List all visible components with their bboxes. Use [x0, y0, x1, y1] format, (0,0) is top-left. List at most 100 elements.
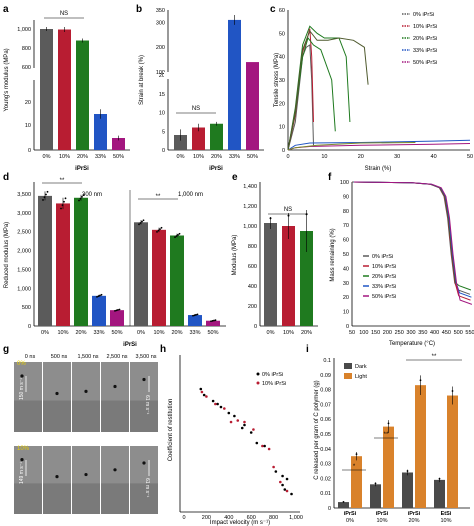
y-tick-label: 2,000	[17, 249, 31, 255]
data-point	[115, 309, 118, 312]
particle	[55, 391, 59, 396]
data-point	[193, 314, 196, 317]
bar	[152, 229, 166, 326]
legend-marker	[256, 372, 260, 376]
x-tick-label: 0%	[41, 330, 49, 336]
g-scale-label: 50 μm	[8, 398, 14, 412]
chart-i-ylabel: C released per gram of C polymer (g)	[314, 380, 320, 479]
y-tick-label: 50	[279, 31, 285, 37]
x-tick-label: iPrSi	[376, 511, 389, 517]
chart-a-ytick: 0	[28, 148, 31, 154]
y-tick-label: 90	[343, 194, 349, 200]
y-tick-label: 800	[248, 244, 257, 250]
data-point	[195, 313, 197, 316]
x-tick-label: 10%	[153, 330, 164, 336]
legend-label: 10% iPrSi	[372, 264, 396, 270]
x-tick-label: 10%	[59, 154, 70, 160]
x-tick-label: 10%	[283, 330, 294, 336]
y-tick-label: 1,200	[243, 204, 257, 210]
chart-a: Young's modulus (MPa) 1,000 800 600 20 1…	[4, 11, 132, 172]
x-tick-label: 33%	[93, 330, 104, 336]
chart-d-group-label: 300 nm	[82, 192, 102, 198]
g-row1-vin: 150 m s⁻¹	[19, 378, 25, 400]
data-point	[214, 319, 217, 322]
data-point	[272, 465, 275, 469]
bar	[415, 385, 426, 508]
data-point	[214, 402, 217, 406]
y-tick-label: 10	[343, 310, 349, 316]
y-tick-label: 0	[254, 324, 257, 330]
x-tick-label: 200	[383, 330, 392, 336]
substrate	[43, 400, 71, 432]
substrate	[72, 483, 100, 514]
data-point	[406, 470, 409, 472]
y-tick-label: 0.05	[320, 432, 331, 438]
data-point	[117, 309, 119, 311]
data-point	[63, 200, 65, 203]
legend-label: 0% iPrSi	[413, 12, 434, 18]
x-tick-label: 33%	[189, 330, 200, 336]
time-label: 1,500 ns	[77, 354, 98, 360]
bar	[192, 127, 205, 150]
data-point	[229, 420, 233, 424]
y-tick-label: 30	[279, 78, 285, 84]
data-point	[160, 226, 163, 229]
data-point	[236, 419, 240, 422]
bar	[174, 135, 187, 150]
y-tick-label: 1,000	[243, 224, 257, 230]
y-tick-label: 0	[162, 148, 165, 154]
y-tick-label: 30	[343, 281, 349, 287]
axis-break	[164, 72, 266, 79]
g-row1-label: 0%	[17, 361, 26, 367]
x-tick-label: 40	[431, 154, 437, 160]
data-point	[219, 405, 223, 409]
x-tick-label: 10%	[440, 518, 451, 524]
time-label: 500 ns	[51, 354, 68, 360]
bar	[58, 29, 71, 150]
legend-label: 50% iPrSi	[372, 294, 396, 300]
substrate	[101, 483, 129, 514]
series-line	[352, 181, 471, 301]
data-point	[387, 422, 390, 425]
data-point	[438, 477, 441, 480]
x-tick-label: 550	[465, 330, 474, 336]
chart-f-xlabel: Temperature (°C)	[389, 341, 435, 347]
data-point	[141, 220, 143, 223]
legend-label: Dark	[355, 364, 367, 370]
y-tick-label: 5	[162, 129, 165, 135]
particle	[20, 374, 24, 378]
y-tick-label: 0.06	[320, 417, 331, 423]
x-tick-label: 300	[406, 330, 415, 336]
particle	[20, 458, 24, 462]
substrate	[130, 483, 158, 514]
data-point	[274, 470, 278, 473]
panel-label-i: i	[306, 344, 309, 355]
series-line	[287, 29, 369, 151]
x-tick-label: 20%	[77, 154, 88, 160]
legend-label: 10% iPrSi	[413, 24, 437, 30]
particle	[142, 377, 146, 382]
data-point	[118, 308, 121, 311]
data-point	[223, 407, 226, 410]
bar	[170, 235, 184, 326]
panel-label-c: c	[270, 4, 276, 15]
legend-marker	[256, 381, 260, 385]
chart-a-ytick: 10	[25, 123, 31, 129]
chart-h-xlabel: Impact velocity (m s⁻¹)	[210, 520, 270, 526]
chart-e-ylabel: Modulus (MPa)	[232, 235, 238, 276]
y-tick-label: 0.01	[320, 491, 331, 497]
y-tick-label: 10	[279, 125, 285, 131]
particle	[84, 472, 88, 477]
data-point	[355, 453, 358, 456]
chart-c-xlabel: Strain (%)	[365, 166, 392, 172]
chart-c: Tensile stress (MPa) 0 10 20 30 40 50 0 10 20 30 4…	[274, 8, 473, 172]
data-point	[99, 294, 101, 297]
data-point	[279, 480, 282, 484]
data-point	[42, 199, 44, 201]
y-tick-label: 20	[279, 101, 285, 107]
substrate	[14, 400, 42, 432]
substrate	[72, 400, 100, 432]
legend-label: 20% iPrSi	[413, 36, 437, 42]
x-tick-label: 500	[454, 330, 463, 336]
x-tick-label: 20%	[408, 518, 419, 524]
